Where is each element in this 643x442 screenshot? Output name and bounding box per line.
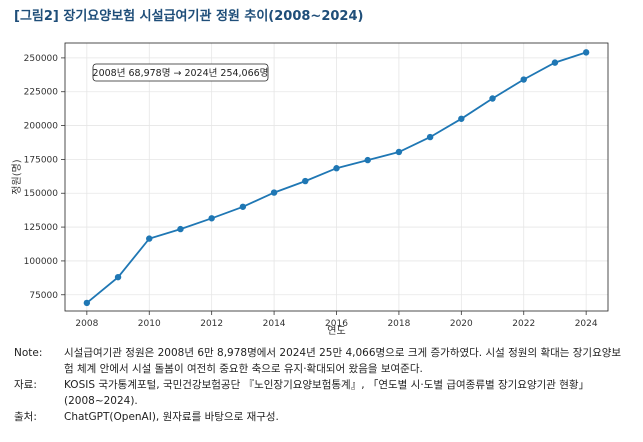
data-point [582, 49, 590, 56]
source-text: KOSIS 국가통계포털, 국민건강보험공단 『노인장기요양보험통계』, 「연도… [64, 379, 590, 407]
y-tick-label: 175000 [24, 155, 59, 165]
credit-text: ChatGPT(OpenAI), 원자료를 바탕으로 재구성. [64, 411, 279, 423]
data-point [551, 59, 559, 66]
note-text: 시설급여기관 정원은 2008년 6만 8,978명에서 2024년 25만 4… [64, 347, 622, 375]
annotation-box: 2008년 68,978명 → 2024년 254,066명 [92, 63, 269, 82]
data-point [520, 76, 527, 83]
x-tick-label: 2024 [575, 319, 598, 329]
y-tick-label: 125000 [24, 223, 59, 233]
notes-section: Note: 시설급여기관 정원은 2008년 6만 8,978명에서 2024년… [14, 345, 626, 425]
data-point [146, 235, 153, 242]
note-row: Note: 시설급여기관 정원은 2008년 6만 8,978명에서 2024년… [14, 345, 626, 377]
y-tick-label: 250000 [24, 54, 59, 64]
y-tick-label: 225000 [24, 88, 59, 98]
x-tick-label: 2008 [75, 319, 98, 329]
data-point [364, 156, 371, 164]
annotation-frame [92, 63, 269, 82]
data-point [426, 133, 434, 141]
x-tick-label: 2016 [325, 319, 348, 329]
y-tick-label: 75000 [29, 291, 58, 301]
x-tick-label: 2012 [200, 319, 223, 329]
data-point [395, 148, 403, 156]
annotation-text: 2008년 68,978명 → 2024년 254,066명 [93, 68, 269, 79]
data-point [239, 203, 247, 210]
x-tick-label: 2010 [138, 319, 161, 329]
y-axis-label: 정원(명) [11, 159, 23, 195]
x-axis-label: 연도 [327, 325, 345, 337]
data-point [208, 215, 215, 222]
y-tick-label: 200000 [24, 122, 59, 132]
y-tick-label: 150000 [24, 189, 59, 199]
source-key: 자료: [14, 379, 37, 391]
y-tick-label: 100000 [24, 257, 59, 267]
data-point [489, 95, 496, 102]
axis-ticks: 2008 2010 2012 2014 2016 2018 2020 2022 2024 7500… [24, 54, 598, 329]
data-point [270, 189, 278, 196]
data-point [333, 165, 340, 172]
credit-row: 출처: ChatGPT(OpenAI), 원자료를 바탕으로 재구성. [14, 409, 626, 425]
x-tick-label: 2018 [387, 319, 410, 329]
x-tick-label: 2022 [512, 319, 535, 329]
x-tick-label: 2020 [450, 319, 473, 329]
figure-title: [그림2] 장기요양보험 시설급여기관 정원 추이(2008~2024) [14, 9, 364, 24]
grid-lines [65, 43, 608, 311]
source-row: 자료: KOSIS 국가통계포털, 국민건강보험공단 『노인장기요양보험통계』,… [14, 377, 626, 409]
credit-key: 출처: [14, 411, 37, 423]
note-key: Note: [14, 347, 43, 359]
x-tick-label: 2014 [263, 319, 286, 329]
data-point [302, 177, 309, 185]
data-point [114, 273, 122, 281]
data-point [458, 115, 465, 122]
data-points [83, 49, 590, 307]
data-point [177, 225, 184, 233]
data-point [83, 299, 91, 307]
